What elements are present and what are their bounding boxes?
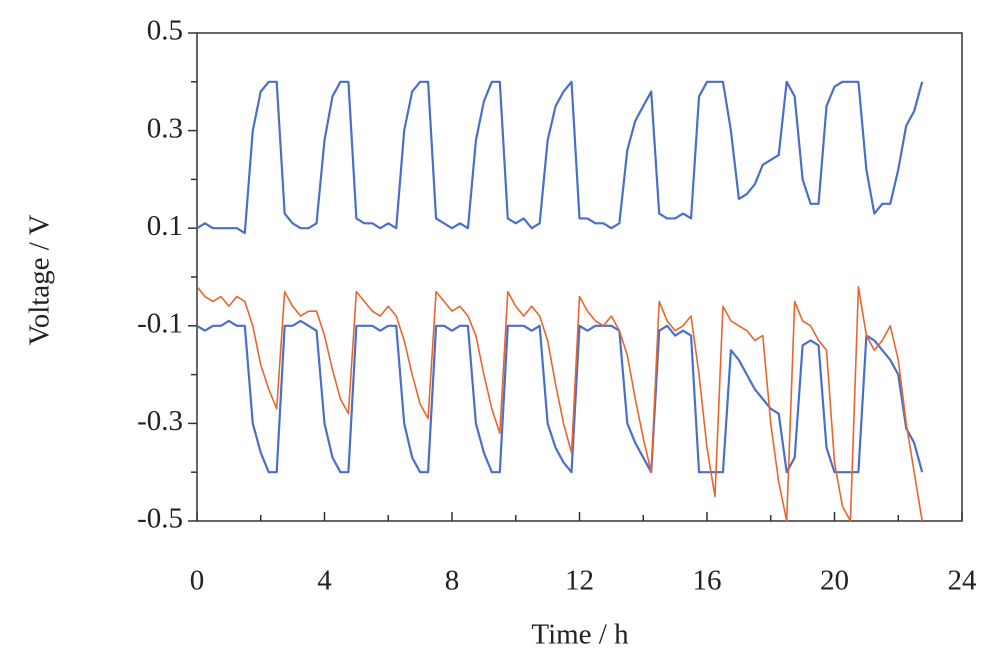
y-tick-label: 0.3: [147, 112, 183, 144]
x-tick-label: 24: [948, 565, 978, 597]
x-tick-label: 4: [317, 565, 332, 597]
plot-frame: [196, 32, 963, 522]
y-tick-label: -0.3: [137, 405, 183, 437]
series-line: [196, 80, 924, 235]
series-line: [196, 285, 923, 522]
x-tick-label: 0: [190, 565, 205, 597]
y-tick-label: -0.5: [137, 503, 183, 535]
x-tick-label: 16: [693, 565, 722, 597]
x-tick-label: 12: [565, 565, 594, 597]
x-axis-label: Time / h: [531, 619, 629, 651]
y-tick-label: 0.1: [147, 210, 183, 242]
x-tick-label: 20: [820, 565, 849, 597]
y-tick-label: -0.1: [137, 307, 183, 339]
x-tick-label: 8: [445, 565, 460, 597]
y-axis-label: Voltage / V: [24, 214, 56, 345]
series-line: [196, 319, 924, 474]
y-tick-label: 0.5: [147, 15, 183, 47]
